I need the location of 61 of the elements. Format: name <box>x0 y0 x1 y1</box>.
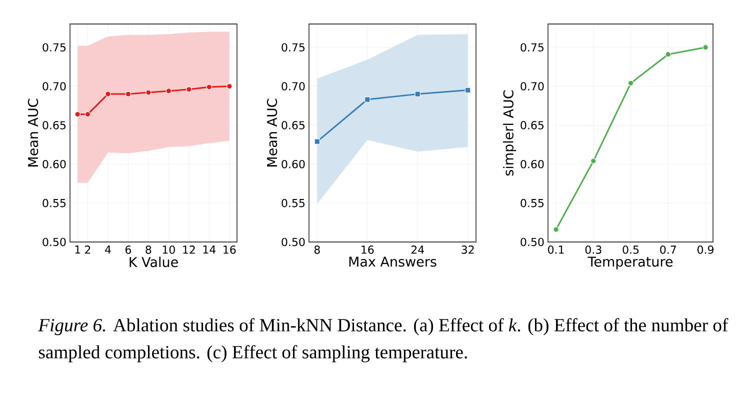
point <box>74 111 80 118</box>
x-tick-label: 0.5 <box>622 246 639 254</box>
point <box>628 80 634 86</box>
x-tick-label: 6 <box>125 246 132 254</box>
y-tick-label: 0.75 <box>42 43 66 52</box>
x-tick-label: 1 <box>75 246 80 254</box>
y-tick-label: 0.60 <box>42 160 66 168</box>
point <box>125 91 132 97</box>
point <box>206 84 212 90</box>
x-tick-label: 0.9 <box>697 246 714 254</box>
x-tick-label: 0.1 <box>548 246 564 254</box>
point <box>590 158 596 164</box>
point <box>146 90 152 96</box>
point <box>464 87 471 94</box>
point <box>665 51 672 58</box>
point <box>105 91 111 97</box>
x-axis-title: K Value <box>130 256 178 268</box>
x-tick-label: 8 <box>314 246 320 254</box>
y-tick-label: 0.50 <box>282 238 305 246</box>
point <box>84 111 91 118</box>
point <box>364 96 370 102</box>
y-tick-label: 0.60 <box>520 160 544 168</box>
y-tick-label: 0.55 <box>282 198 305 208</box>
point <box>166 88 172 94</box>
text: Figure 6. Ablation studies of Min-kNN Distance. (a) Effect of k. (b) Effect of the number of sampled completions. (c) Effect of sampling temperature. <box>38 318 728 362</box>
point <box>414 91 421 97</box>
point <box>186 86 192 92</box>
x-tick-label: 12 <box>183 246 195 254</box>
y-tick-label: 0.55 <box>42 198 66 208</box>
y-tick-label: 0.65 <box>282 121 305 130</box>
x-tick-label: 16 <box>362 246 374 254</box>
y-tick-label: 0.50 <box>42 238 66 246</box>
x-axis-title: Max Answers <box>349 256 436 267</box>
x-tick-label: 2 <box>85 246 90 254</box>
x-axis-title: Temperature <box>588 256 673 270</box>
x-tick-label: 8 <box>146 246 152 254</box>
x-tick-label: 32 <box>462 246 474 254</box>
y-tick-label: 0.55 <box>520 198 544 208</box>
point <box>702 44 708 50</box>
y-tick-label: 0.50 <box>520 238 544 246</box>
y-axis-title: Mean AUC <box>266 98 278 166</box>
y-axis-title: simplerl AUC <box>503 90 516 176</box>
y-tick-label: 0.60 <box>282 160 305 168</box>
y-tick-label: 0.70 <box>520 82 544 90</box>
y-tick-label: 0.65 <box>520 121 544 130</box>
y-tick-label: 0.70 <box>282 82 305 90</box>
point <box>226 83 232 90</box>
x-tick-label: 14 <box>203 246 216 254</box>
x-tick-label: 16 <box>224 246 236 254</box>
x-tick-label: 24 <box>411 246 424 254</box>
y-tick-label: 0.65 <box>42 121 66 130</box>
y-tick-label: 0.75 <box>520 43 544 52</box>
x-tick-label: 0.7 <box>660 246 676 254</box>
y-tick-label: 0.70 <box>42 82 66 90</box>
point <box>553 226 559 232</box>
y-axis-title: Mean AUC <box>28 98 38 166</box>
y-tick-label: 0.75 <box>282 43 305 52</box>
point <box>314 138 320 144</box>
x-tick-label: 4 <box>104 246 111 254</box>
x-tick-label: 10 <box>162 246 175 254</box>
x-tick-label: 0.3 <box>585 246 602 254</box>
